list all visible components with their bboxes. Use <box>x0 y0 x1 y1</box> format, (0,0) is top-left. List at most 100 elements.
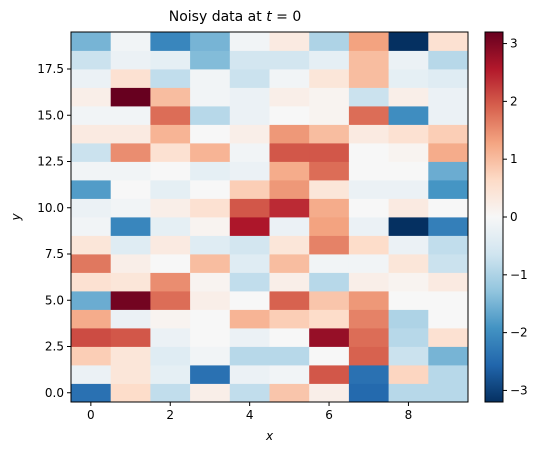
heatmap-cell <box>269 272 310 292</box>
heatmap-cell <box>269 180 310 199</box>
y-tick-label: 7.5 <box>45 247 64 261</box>
heatmap-cell <box>150 106 191 125</box>
heatmap-cell <box>309 87 350 107</box>
heatmap-cell <box>71 346 112 366</box>
heatmap-cell <box>348 50 389 70</box>
heatmap-cell <box>110 383 151 403</box>
heatmap-cell <box>150 143 191 162</box>
heatmap-cell <box>110 50 151 70</box>
heatmap-cell <box>309 217 350 236</box>
heatmap-cell <box>150 235 191 255</box>
heatmap-cell <box>71 50 112 70</box>
heatmap-cell <box>309 254 350 273</box>
heatmap-cell <box>309 180 350 199</box>
heatmap-cell <box>269 124 310 144</box>
x-tick-label: 6 <box>325 408 333 422</box>
heatmap-cell <box>348 124 389 144</box>
heatmap-cell <box>150 87 191 107</box>
heatmap-cell <box>388 50 429 70</box>
heatmap-cell <box>110 32 151 51</box>
heatmap-cell <box>229 161 270 181</box>
heatmap-cell <box>190 309 231 329</box>
heatmap-cell <box>110 217 151 236</box>
heatmap-cell <box>428 143 469 162</box>
heatmap-cell <box>348 106 389 125</box>
heatmap-cell <box>269 106 310 125</box>
heatmap-cell <box>428 50 469 70</box>
heatmap-cell <box>190 198 231 218</box>
x-tick-label: 0 <box>87 408 95 422</box>
heatmap-cell <box>150 198 191 218</box>
heatmap-cell <box>388 235 429 255</box>
chart-title: Noisy data at t = 0 <box>169 9 302 25</box>
heatmap-cell <box>428 106 469 125</box>
heatmap-cell <box>309 272 350 292</box>
heatmap-cell <box>71 383 112 403</box>
heatmap-cell <box>110 87 151 107</box>
heatmap-cell <box>428 198 469 218</box>
heatmap-cell <box>71 124 112 144</box>
heatmap-cell <box>71 235 112 255</box>
heatmap-cell <box>269 254 310 273</box>
y-tick-label: 0.0 <box>45 386 64 400</box>
heatmap-cell <box>309 198 350 218</box>
heatmap-cell <box>309 32 350 51</box>
y-tick-label: 5.0 <box>45 293 64 307</box>
heatmap-cell <box>190 272 231 292</box>
heatmap-cell <box>110 198 151 218</box>
heatmap-cell <box>229 291 270 310</box>
heatmap-cell <box>348 143 389 162</box>
heatmap-cell <box>190 365 231 384</box>
heatmap-cell <box>348 365 389 384</box>
heatmap-cell <box>269 328 310 347</box>
heatmap-cell <box>388 365 429 384</box>
heatmap-cell <box>190 143 231 162</box>
heatmap-cell <box>110 124 151 144</box>
heatmap-cell <box>229 106 270 125</box>
heatmap-cell <box>150 309 191 329</box>
heatmap-cell <box>309 69 350 88</box>
heatmap-cell <box>348 309 389 329</box>
y-axis-label: y <box>9 213 23 222</box>
heatmap-cell <box>190 32 231 51</box>
heatmap-cell <box>309 143 350 162</box>
colorbar-tick-label: −2 <box>510 326 528 340</box>
heatmap-cell <box>269 87 310 107</box>
heatmap-cell <box>150 161 191 181</box>
heatmap-cell <box>110 254 151 273</box>
heatmap-cell <box>309 291 350 310</box>
heatmap-cell <box>269 198 310 218</box>
heatmap-cell <box>190 254 231 273</box>
heatmap-cell <box>229 198 270 218</box>
heatmap-cell <box>71 143 112 162</box>
heatmap-cell <box>388 346 429 366</box>
heatmap-cell <box>229 143 270 162</box>
heatmap-cell <box>150 365 191 384</box>
x-axis-label: x <box>265 429 274 443</box>
heatmap-cell <box>150 346 191 366</box>
heatmap-cell <box>150 383 191 403</box>
plot-frame <box>70 31 469 403</box>
heatmap-cell <box>388 180 429 199</box>
heatmap-cell <box>71 106 112 125</box>
heatmap-cells <box>71 32 469 403</box>
heatmap-cell <box>428 365 469 384</box>
colorbar-tick-label: 3 <box>510 37 518 51</box>
heatmap-cell <box>110 365 151 384</box>
heatmap-cell <box>428 254 469 273</box>
heatmap-cell <box>348 272 389 292</box>
heatmap-cell <box>190 291 231 310</box>
heatmap-cell <box>190 106 231 125</box>
heatmap-cell <box>229 346 270 366</box>
heatmap-cell <box>388 124 429 144</box>
heatmap-cell <box>229 365 270 384</box>
heatmap-cell <box>229 383 270 403</box>
heatmap-cell <box>190 383 231 403</box>
heatmap-cell <box>110 272 151 292</box>
heatmap-cell <box>388 87 429 107</box>
heatmap-cell <box>71 328 112 347</box>
heatmap-cell <box>190 217 231 236</box>
heatmap-cell <box>71 69 112 88</box>
heatmap-cell <box>269 383 310 403</box>
heatmap-cell <box>309 309 350 329</box>
